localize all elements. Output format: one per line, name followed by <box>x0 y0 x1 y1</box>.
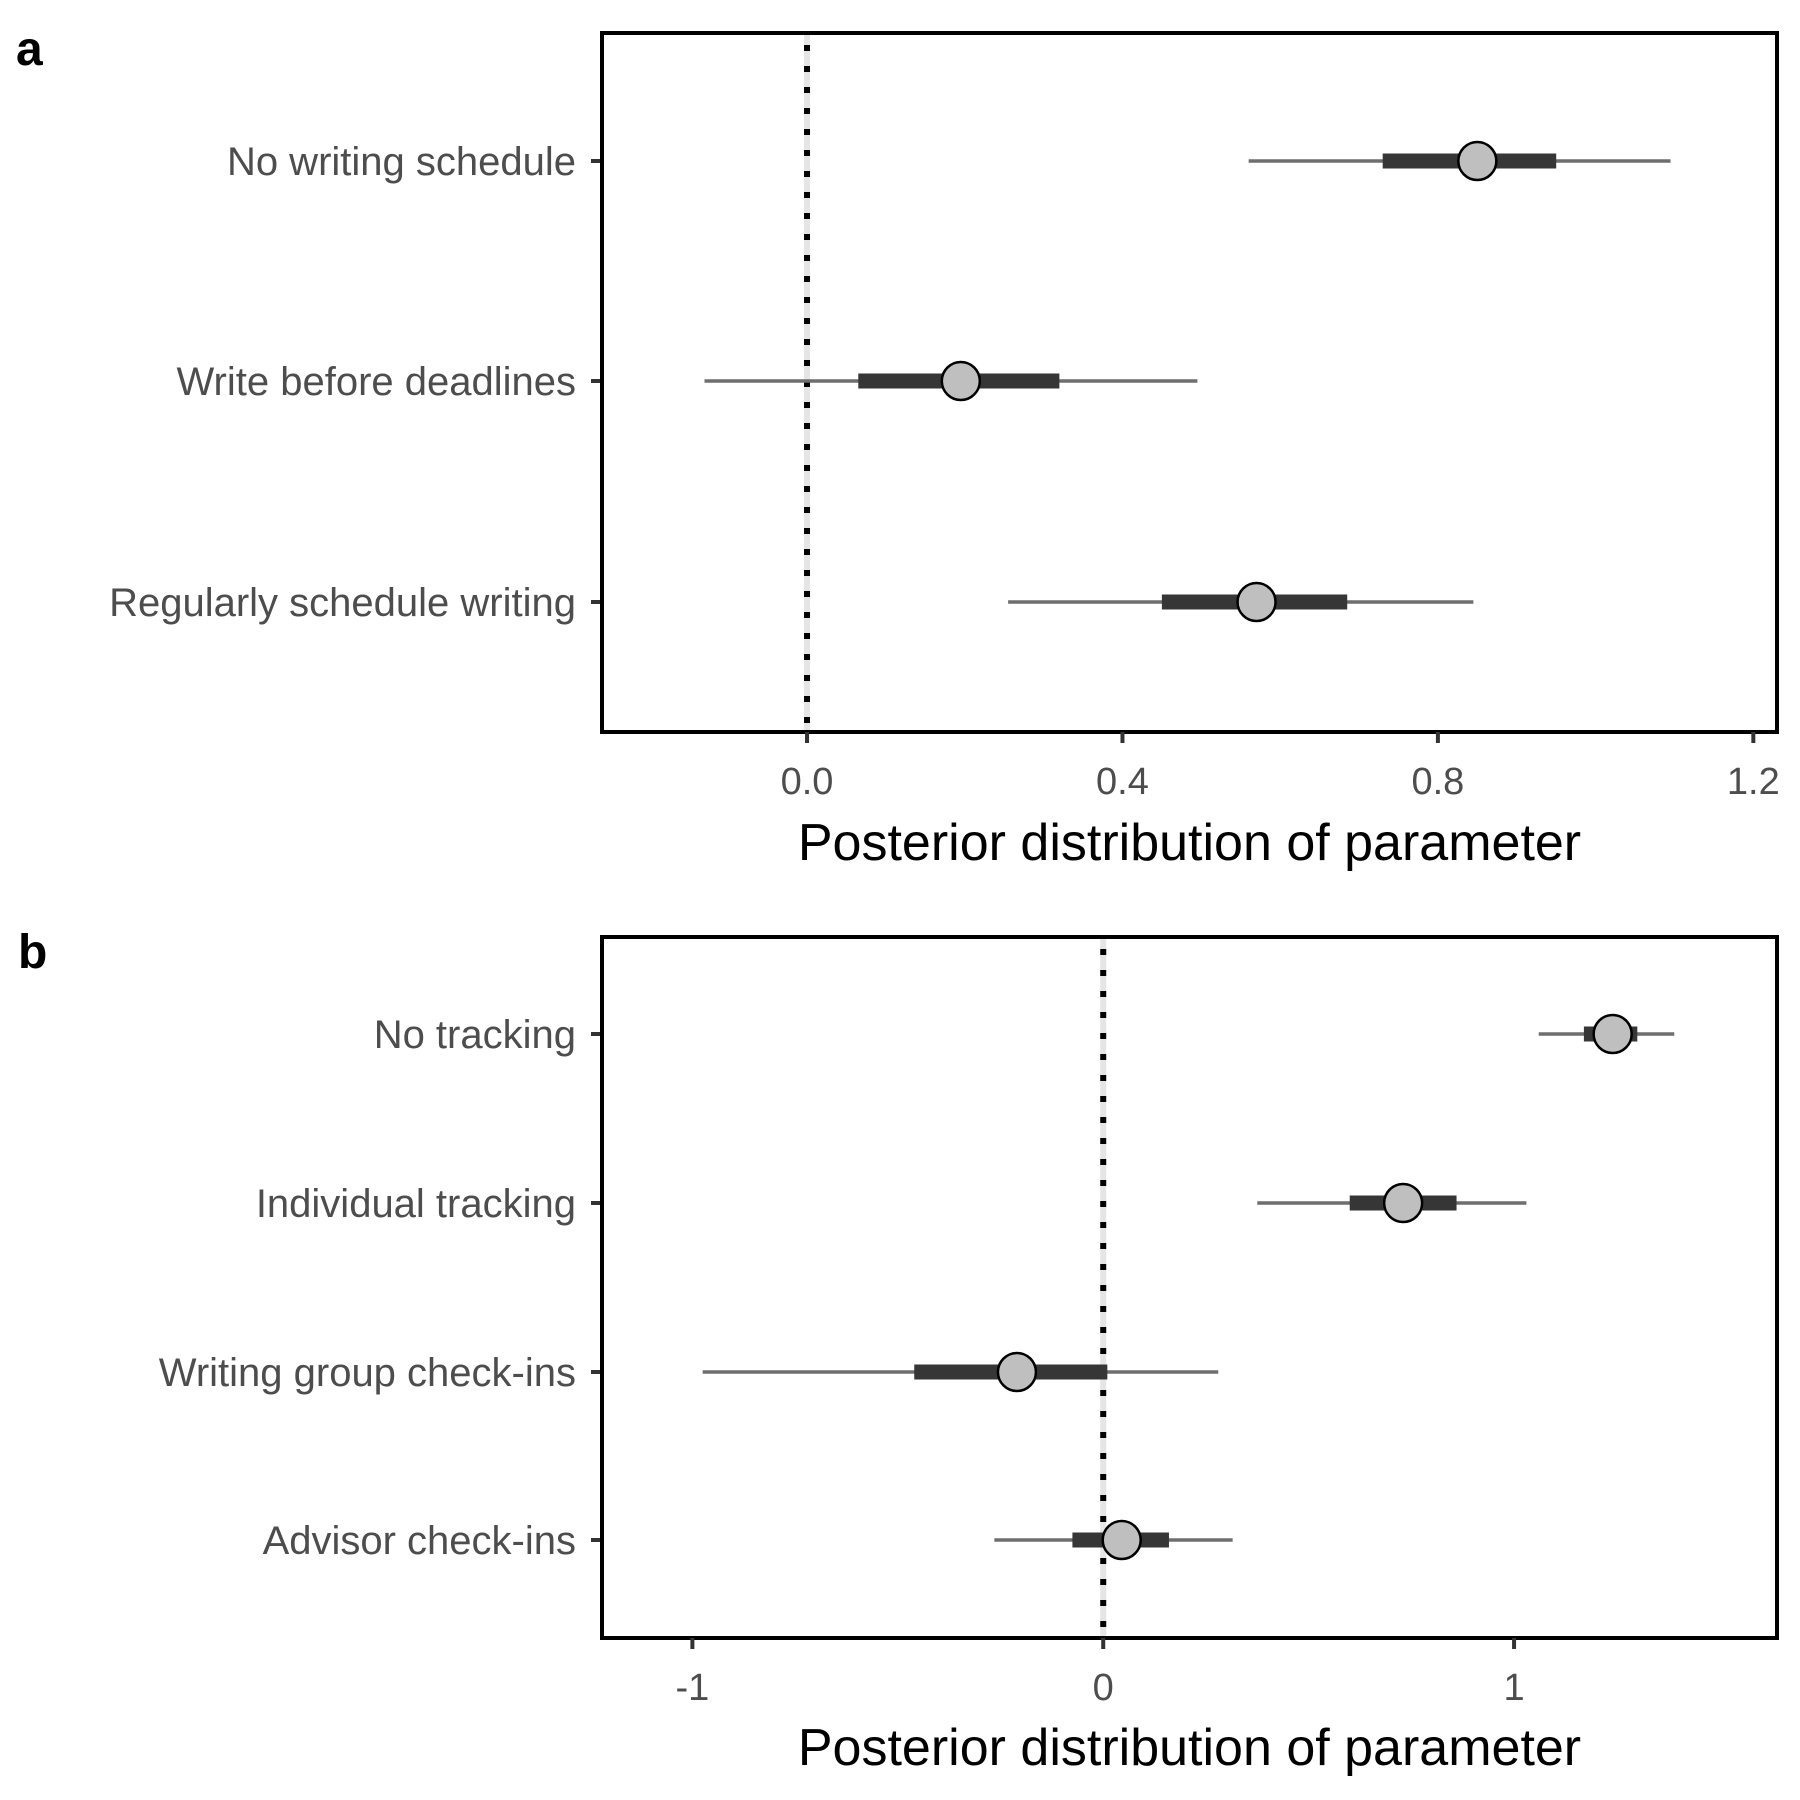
category-label: No tracking <box>374 1013 576 1057</box>
point-estimate <box>1457 140 1498 182</box>
category-label: Individual tracking <box>256 1182 576 1226</box>
x-tick-label: -1 <box>675 1667 709 1709</box>
panel-b: b No tracking Individual tracking Writing g… <box>18 926 1779 1777</box>
x-tick-label: 0 <box>1093 1667 1114 1709</box>
category-label: Advisor check-ins <box>263 1519 576 1563</box>
panel-border <box>600 935 1779 1640</box>
x-axis-title: Posterior distribution of parameter <box>798 1719 1581 1777</box>
panel-letter: a <box>16 23 43 76</box>
point-estimate <box>940 360 982 402</box>
x-tick-label: 1 <box>1503 1667 1524 1709</box>
category-label: No writing schedule <box>227 140 576 184</box>
panel-border <box>600 31 1779 734</box>
point-estimate <box>996 1351 1038 1393</box>
panel-letter: b <box>18 926 47 979</box>
category-label: Regularly schedule writing <box>109 581 576 625</box>
x-tick-label: 0.8 <box>1411 761 1464 803</box>
x-axis-title: Posterior distribution of parameter <box>798 814 1581 872</box>
category-label: Writing group check-ins <box>159 1351 576 1395</box>
x-tick-label: 0.0 <box>781 761 834 803</box>
x-tick-label: 0.4 <box>1096 761 1149 803</box>
point-estimate <box>1592 1013 1633 1055</box>
x-tick-label: 1.2 <box>1727 761 1780 803</box>
point-estimate <box>1236 581 1277 623</box>
point-estimate <box>1382 1182 1424 1224</box>
panel-a: a No writing schedule Write before deadlin… <box>16 23 1780 872</box>
category-label: Write before deadlines <box>177 360 577 404</box>
point-estimate <box>1101 1519 1142 1561</box>
